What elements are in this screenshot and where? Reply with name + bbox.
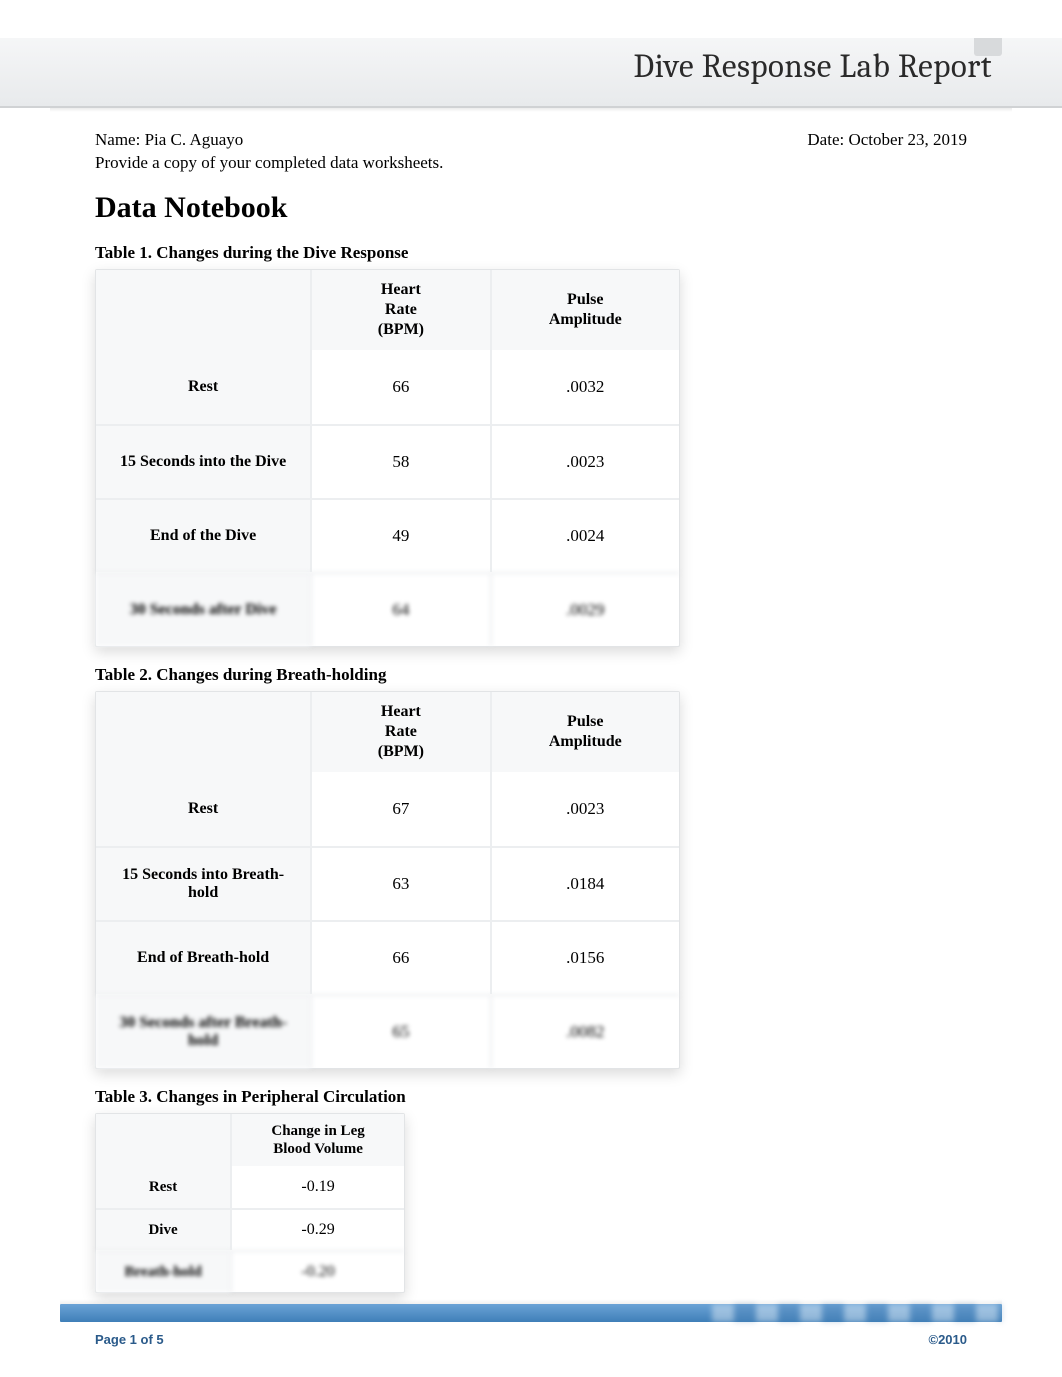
- row-label: Rest: [96, 350, 310, 424]
- date-value: October 23, 2019: [848, 130, 967, 149]
- cell-pa: .0032: [490, 350, 679, 424]
- page-footer: Page 1 of 5 ©2010: [0, 1304, 1062, 1347]
- meta-row: Name: Pia C. Aguayo Provide a copy of yo…: [95, 130, 967, 173]
- cell-hr: 66: [310, 920, 489, 994]
- table2-caption: Table 2. Changes during Breath-holding: [95, 665, 967, 685]
- table3-col1-header: Change in LegBlood Volume: [230, 1114, 404, 1166]
- table-breath-holding: HeartRate(BPM) PulseAmplitude Rest 67 .0…: [95, 691, 680, 1069]
- cell-val: -0.20: [230, 1250, 404, 1292]
- cell-pa: .0082: [490, 994, 679, 1068]
- document-title: Dive Response Lab Report: [634, 48, 993, 86]
- table-row: Dive -0.29: [96, 1208, 404, 1250]
- page-number: Page 1 of 5: [95, 1332, 164, 1347]
- cell-hr: 65: [310, 994, 489, 1068]
- row-label: 30 Seconds after Breath-hold: [96, 994, 310, 1068]
- table-row: Rest 67 .0023: [96, 772, 679, 846]
- cell-pa: .0023: [490, 424, 679, 498]
- table1-col2-header: PulseAmplitude: [490, 270, 679, 350]
- table-row: 15 Seconds into the Dive 58 .0023: [96, 424, 679, 498]
- cell-pa: .0029: [490, 572, 679, 646]
- table2-col1-header: HeartRate(BPM): [310, 692, 489, 772]
- copyright-text: ©2010: [929, 1332, 968, 1347]
- table-row: 30 Seconds after Dive 64 .0029: [96, 572, 679, 646]
- cell-val: -0.19: [230, 1166, 404, 1208]
- table3-caption: Table 3. Changes in Peripheral Circulati…: [95, 1087, 967, 1107]
- cell-hr: 67: [310, 772, 489, 846]
- instruction-line: Provide a copy of your completed data wo…: [95, 153, 443, 173]
- page-content: Name: Pia C. Aguayo Provide a copy of yo…: [95, 130, 967, 1293]
- table1-col1-header: HeartRate(BPM): [310, 270, 489, 350]
- row-label: Rest: [96, 772, 310, 846]
- cell-hr: 58: [310, 424, 489, 498]
- table3-header-row: Change in LegBlood Volume: [96, 1114, 404, 1166]
- row-label: End of Breath-hold: [96, 920, 310, 994]
- table-row: Rest 66 .0032: [96, 350, 679, 424]
- row-label: Rest: [96, 1166, 230, 1208]
- cell-hr: 66: [310, 350, 489, 424]
- table-row: End of the Dive 49 .0024: [96, 498, 679, 572]
- footer-text-row: Page 1 of 5 ©2010: [95, 1332, 967, 1347]
- name-line: Name: Pia C. Aguayo: [95, 130, 443, 150]
- row-label: Breath-hold: [96, 1250, 230, 1292]
- cell-pa: .0023: [490, 772, 679, 846]
- table3-col0-header: [96, 1114, 230, 1166]
- meta-left: Name: Pia C. Aguayo Provide a copy of yo…: [95, 130, 443, 173]
- section-heading: Data Notebook: [95, 191, 967, 225]
- footer-blur-region: [712, 1304, 1002, 1322]
- row-label: 15 Seconds into Breath-hold: [96, 846, 310, 920]
- row-label: Dive: [96, 1208, 230, 1250]
- cell-val: -0.29: [230, 1208, 404, 1250]
- table-row: Breath-hold -0.20: [96, 1250, 404, 1292]
- table-row: Rest -0.19: [96, 1166, 404, 1208]
- table1-header-row: HeartRate(BPM) PulseAmplitude: [96, 270, 679, 350]
- row-label: 30 Seconds after Dive: [96, 572, 310, 646]
- cell-pa: .0024: [490, 498, 679, 572]
- date-line: Date: October 23, 2019: [807, 130, 967, 173]
- table1-col0-header: [96, 270, 310, 350]
- name-label: Name:: [95, 130, 145, 149]
- table1-caption: Table 1. Changes during the Dive Respons…: [95, 243, 967, 263]
- cell-hr: 63: [310, 846, 489, 920]
- cell-hr: 64: [310, 572, 489, 646]
- table2-col0-header: [96, 692, 310, 772]
- table-row: 15 Seconds into Breath-hold 63 .0184: [96, 846, 679, 920]
- row-label: 15 Seconds into the Dive: [96, 424, 310, 498]
- table2-header-row: HeartRate(BPM) PulseAmplitude: [96, 692, 679, 772]
- table-row: 30 Seconds after Breath-hold 65 .0082: [96, 994, 679, 1068]
- table-peripheral-circulation: Change in LegBlood Volume Rest -0.19 Div…: [95, 1113, 405, 1293]
- table-row: End of Breath-hold 66 .0156: [96, 920, 679, 994]
- table-dive-response: HeartRate(BPM) PulseAmplitude Rest 66 .0…: [95, 269, 680, 647]
- footer-bar: [60, 1304, 1002, 1322]
- cell-pa: .0184: [490, 846, 679, 920]
- name-value: Pia C. Aguayo: [145, 130, 244, 149]
- table2-col2-header: PulseAmplitude: [490, 692, 679, 772]
- date-label: Date:: [807, 130, 848, 149]
- cell-pa: .0156: [490, 920, 679, 994]
- row-label: End of the Dive: [96, 498, 310, 572]
- cell-hr: 49: [310, 498, 489, 572]
